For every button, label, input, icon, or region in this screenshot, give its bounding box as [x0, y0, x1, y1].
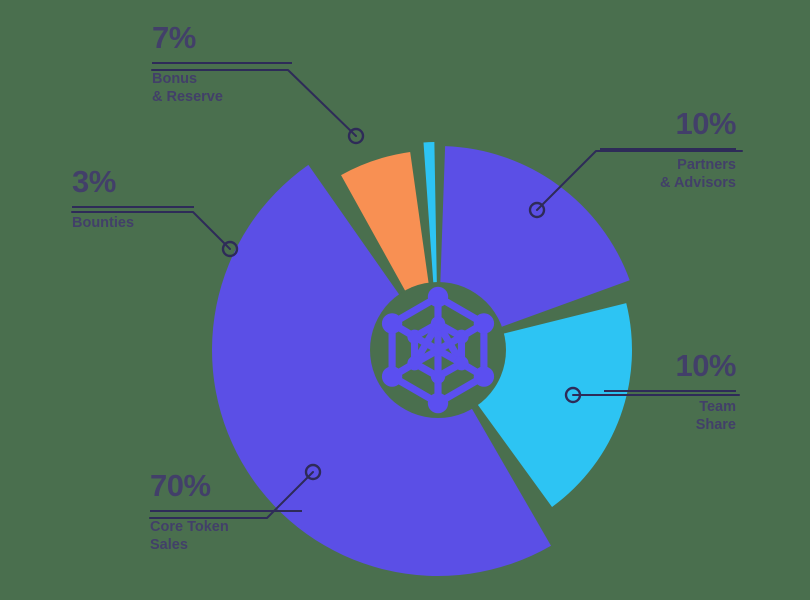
- callout-label: Team Share: [695, 399, 736, 433]
- callout-core-token-sales: 70% Core Token Sales: [150, 470, 302, 554]
- leader-line-core: [149, 471, 314, 519]
- leader-marker-team[interactable]: [564, 386, 582, 404]
- callout-label: Core Token Sales: [150, 519, 229, 553]
- callout-label: Partners & Advisors: [659, 157, 736, 191]
- leader-marker-core[interactable]: [304, 463, 322, 481]
- callout-bounties: 3% Bounties: [72, 166, 194, 233]
- callout-rule: [152, 62, 292, 64]
- leader-line-bounties: [71, 211, 231, 250]
- callout-rule: [150, 510, 302, 512]
- callout-label: Bounties: [72, 215, 135, 231]
- callout-label: Bonus & Reserve: [152, 71, 223, 105]
- hexagon-network-logo-icon: [381, 286, 495, 414]
- pie-slice-team[interactable]: [476, 303, 632, 507]
- callout-percent: 10%: [675, 348, 736, 383]
- pie-slice-bounties[interactable]: [341, 151, 429, 293]
- callout-rule: [600, 148, 736, 150]
- leader-marker-partners[interactable]: [528, 201, 546, 219]
- callout-percent: 10%: [675, 106, 736, 141]
- leader-line-partners: [536, 150, 743, 211]
- callout-percent: 3%: [72, 164, 116, 199]
- leader-marker-bonus[interactable]: [347, 127, 365, 145]
- callout-percent: 7%: [152, 20, 196, 55]
- callout-bonus-reserve: 7% Bonus & Reserve: [152, 22, 292, 106]
- leader-line-layer: [71, 69, 743, 519]
- pie-slice-partners[interactable]: [440, 146, 630, 328]
- leader-marker-bounties[interactable]: [221, 240, 239, 258]
- callout-partners-advisors: 10% Partners & Advisors: [600, 106, 737, 192]
- callout-percent: 70%: [150, 468, 211, 503]
- pie-slice-layer: [212, 142, 632, 576]
- callout-rule: [72, 206, 194, 208]
- callout-team-share: 10% Team Share: [604, 348, 737, 434]
- pie-slice-bonus[interactable]: [423, 142, 437, 285]
- pie-slice-core[interactable]: [212, 164, 551, 576]
- leader-line-bonus: [151, 69, 357, 137]
- callout-rule: [604, 390, 736, 392]
